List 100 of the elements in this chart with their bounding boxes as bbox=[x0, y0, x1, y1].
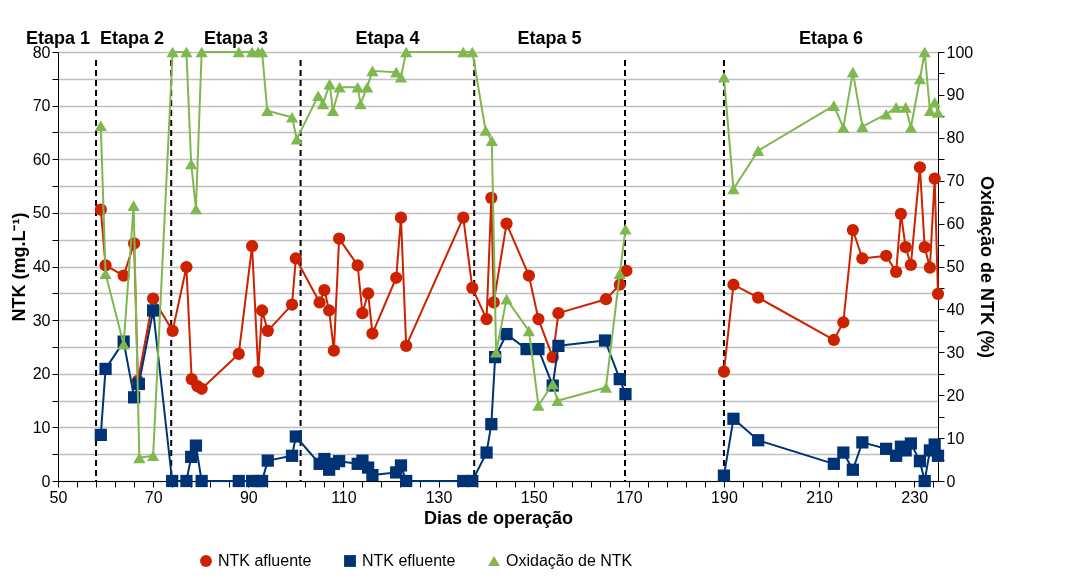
point bbox=[333, 232, 346, 245]
point bbox=[261, 324, 274, 337]
point bbox=[752, 291, 765, 304]
point bbox=[552, 339, 565, 352]
y-tick-label: 60 bbox=[32, 150, 51, 168]
point bbox=[285, 449, 299, 462]
point bbox=[500, 327, 513, 341]
point bbox=[99, 268, 112, 280]
point bbox=[354, 98, 367, 110]
point bbox=[366, 327, 379, 340]
point bbox=[837, 122, 850, 133]
point bbox=[127, 200, 140, 211]
point bbox=[390, 271, 403, 284]
point bbox=[255, 46, 269, 58]
point bbox=[904, 122, 918, 133]
point bbox=[532, 342, 545, 356]
point bbox=[394, 211, 408, 224]
point bbox=[245, 240, 259, 253]
point bbox=[619, 388, 632, 401]
y-tick-label: 70 bbox=[32, 97, 51, 115]
point bbox=[752, 434, 765, 447]
point bbox=[931, 287, 945, 300]
point bbox=[899, 102, 912, 113]
point bbox=[261, 105, 274, 117]
point bbox=[837, 316, 850, 329]
point bbox=[255, 474, 269, 488]
text: Etapa 4 bbox=[355, 28, 420, 48]
point bbox=[400, 339, 413, 352]
y-tick-label: 30 bbox=[32, 311, 51, 329]
point bbox=[918, 46, 931, 58]
point bbox=[846, 223, 859, 237]
point bbox=[180, 46, 193, 58]
y-tick-label: 50 bbox=[32, 204, 51, 222]
point bbox=[232, 347, 245, 361]
point bbox=[599, 382, 613, 393]
legend-label: NTK afluente bbox=[218, 552, 312, 569]
legend-label: NTK efluente bbox=[362, 552, 456, 569]
point bbox=[180, 474, 193, 488]
text: Etapa 6 bbox=[798, 28, 863, 48]
x-tick-label: 190 bbox=[711, 488, 738, 506]
point bbox=[928, 96, 941, 108]
y2-tick-label: 80 bbox=[946, 129, 965, 147]
point bbox=[195, 46, 208, 58]
point bbox=[166, 46, 179, 58]
point bbox=[928, 438, 941, 451]
point bbox=[252, 365, 265, 378]
point bbox=[727, 278, 740, 291]
point bbox=[923, 261, 937, 274]
point bbox=[457, 211, 470, 224]
x-tick-label: 110 bbox=[331, 488, 357, 506]
point bbox=[323, 304, 336, 317]
point bbox=[500, 217, 513, 230]
point bbox=[931, 107, 945, 118]
point bbox=[500, 293, 513, 305]
point bbox=[480, 312, 493, 326]
point bbox=[717, 469, 731, 482]
point bbox=[880, 249, 893, 262]
point bbox=[890, 265, 903, 278]
y2-axis-title: Oxidação de NTK (%) bbox=[977, 175, 998, 359]
point bbox=[928, 172, 941, 185]
point bbox=[913, 73, 927, 85]
point bbox=[894, 207, 908, 221]
point bbox=[846, 66, 859, 78]
x-axis-title: Dias de operação bbox=[423, 507, 574, 528]
point bbox=[312, 90, 325, 102]
y2-tick-label: 30 bbox=[946, 343, 965, 361]
point bbox=[180, 260, 193, 274]
point bbox=[361, 81, 374, 93]
point bbox=[480, 446, 493, 459]
point bbox=[366, 65, 379, 77]
point bbox=[890, 102, 903, 113]
point bbox=[598, 334, 612, 347]
x-tick-label: 130 bbox=[425, 488, 453, 506]
point bbox=[904, 437, 918, 450]
point bbox=[931, 449, 945, 462]
point bbox=[727, 183, 740, 195]
x-tick-label: 170 bbox=[615, 488, 643, 506]
point bbox=[400, 474, 413, 488]
point bbox=[717, 365, 731, 378]
point bbox=[166, 474, 179, 488]
y-tick-label: 40 bbox=[32, 258, 51, 275]
y2-tick-label: 60 bbox=[946, 215, 965, 233]
point bbox=[290, 133, 303, 145]
y2-tick-label: 70 bbox=[946, 172, 965, 190]
point bbox=[466, 281, 479, 295]
point bbox=[522, 269, 536, 282]
point bbox=[466, 46, 479, 58]
point bbox=[133, 452, 146, 464]
y2-tick-label: 100 bbox=[946, 43, 974, 61]
point bbox=[899, 241, 912, 254]
y2-tick-label: 0 bbox=[946, 472, 956, 490]
point bbox=[552, 307, 565, 320]
point bbox=[313, 296, 326, 309]
text: Etapa 2 bbox=[100, 28, 165, 48]
point bbox=[827, 457, 840, 470]
text: Etapa 3 bbox=[203, 28, 268, 48]
point bbox=[94, 428, 107, 442]
point bbox=[323, 78, 336, 90]
y-tick-label: 10 bbox=[32, 418, 51, 436]
point bbox=[613, 372, 626, 386]
